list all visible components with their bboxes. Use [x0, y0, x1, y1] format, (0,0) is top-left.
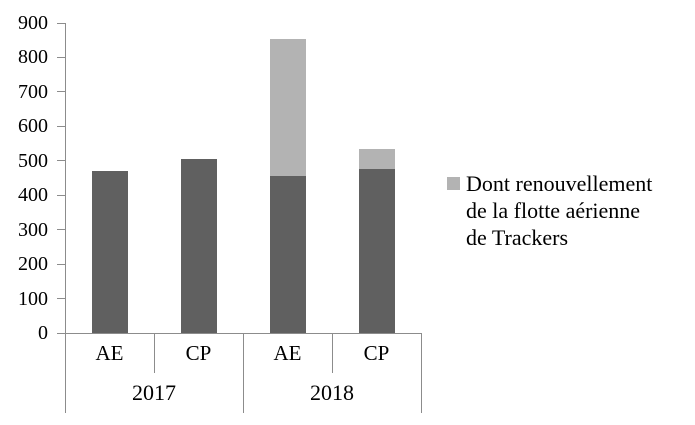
bar-segment — [91, 171, 128, 333]
axis-separator — [332, 333, 333, 373]
y-tick-mark — [57, 125, 65, 127]
axis-separator — [243, 333, 244, 413]
y-tick-label: 900 — [18, 12, 48, 34]
y-tick-mark — [57, 56, 65, 58]
y-tick-label: 300 — [18, 218, 48, 241]
y-tick-mark — [57, 194, 65, 196]
y-tick-label: 100 — [18, 287, 48, 310]
category-label: AE — [273, 340, 302, 365]
y-tick-mark — [57, 91, 65, 93]
y-tick-label: 0 — [38, 322, 48, 344]
category-label: AE — [95, 340, 124, 365]
category-label: CP — [185, 340, 212, 365]
legend-line: de Trackers — [466, 225, 569, 250]
category-label: CP — [363, 340, 390, 365]
axis-separator — [154, 333, 155, 373]
y-tick-mark — [57, 22, 65, 24]
bar-segment — [180, 159, 217, 333]
axis-separator — [65, 333, 66, 413]
y-axis-line — [65, 23, 66, 413]
bar-segment — [358, 148, 395, 170]
legend-swatch — [447, 177, 460, 190]
legend-line: de la flotte aérienne — [466, 198, 641, 223]
legend: Dont renouvellement de la flotte aérienn… — [447, 170, 652, 251]
bar-segment — [269, 38, 306, 177]
year-label: 2018 — [310, 380, 354, 405]
y-tick-label: 500 — [18, 149, 48, 172]
y-tick-mark — [57, 160, 65, 162]
y-tick-label: 800 — [18, 46, 48, 69]
y-tick-mark — [57, 298, 65, 300]
y-tick-label: 200 — [18, 253, 48, 276]
y-tick-label: 400 — [18, 184, 48, 207]
legend-line: Dont renouvellement — [466, 171, 653, 196]
legend-label: Dont renouvellement de la flotte aérienn… — [466, 170, 652, 251]
y-tick-mark — [57, 229, 65, 231]
y-tick-label: 600 — [18, 115, 48, 138]
y-tick-mark — [57, 263, 65, 265]
bar-segment — [358, 169, 395, 333]
y-tick-label: 700 — [18, 80, 48, 103]
year-label: 2017 — [132, 380, 176, 405]
bar-segment — [269, 176, 306, 333]
y-tick-mark — [57, 332, 65, 334]
axis-separator — [421, 333, 422, 413]
